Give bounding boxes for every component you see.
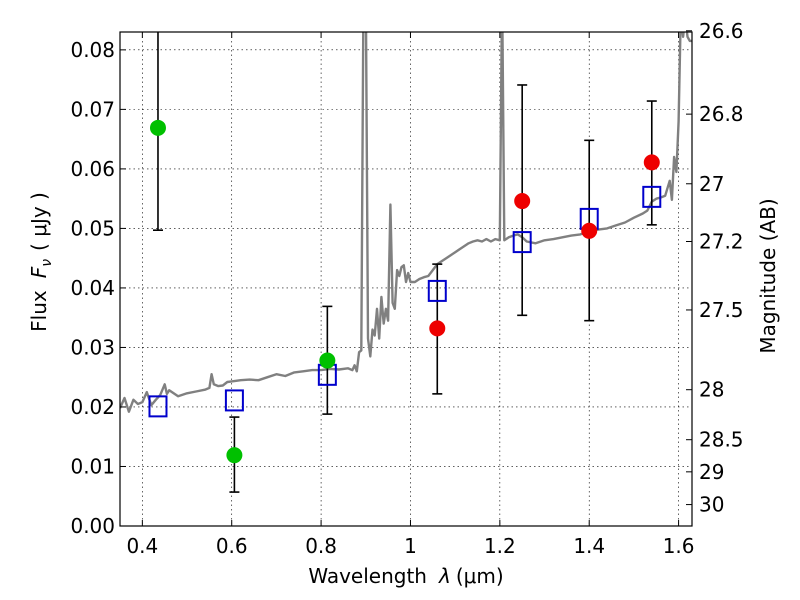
- observed-flux-point: [514, 193, 531, 210]
- model-flux-square: [224, 389, 244, 412]
- y-tick-label: 0.05: [70, 216, 115, 240]
- y-tick-label: 0.06: [70, 157, 115, 181]
- right-tick-label: 29: [699, 460, 724, 484]
- y-tick-label: 0.01: [70, 454, 115, 478]
- right-tick-label: 30: [699, 493, 724, 517]
- x-tick-label: 1.6: [663, 534, 695, 558]
- observed-flux-point: [643, 154, 660, 171]
- y-tick-label: 0.04: [70, 276, 115, 300]
- plot-frame: [119, 31, 693, 527]
- observed-flux-point: [581, 222, 598, 239]
- model-flux-square: [148, 395, 168, 418]
- right-tick-label: 28: [699, 378, 724, 402]
- right-tick-label: 28.5: [699, 428, 744, 452]
- right-tick-label: 26.6: [699, 19, 744, 43]
- observed-flux-point: [226, 447, 243, 464]
- x-axis-label: Wavelength λ (μm): [308, 564, 503, 588]
- model-flux-square: [512, 231, 532, 254]
- model-flux-square: [427, 279, 447, 302]
- data-markers: [148, 119, 662, 464]
- y-tick-label: 0.00: [70, 514, 115, 538]
- y-tick-label: 0.03: [70, 335, 115, 359]
- right-tick-label: 27.5: [699, 298, 744, 322]
- x-tick-label: 0.4: [126, 534, 158, 558]
- model-flux-square: [642, 185, 662, 208]
- x-tick-label: 1.4: [573, 534, 605, 558]
- right-tick-label: 27.2: [699, 230, 744, 254]
- y-tick-label: 0.07: [70, 97, 115, 121]
- observed-flux-point: [149, 119, 166, 136]
- right-axis-label: Magnitude (AB): [756, 198, 780, 353]
- observed-flux-point: [429, 320, 446, 337]
- y-tick-label: 0.08: [70, 38, 115, 62]
- y-tick-label: 0.02: [70, 395, 115, 419]
- spectrum-line: [120, 32, 692, 413]
- y-axis-label: FluxFν( μJy ): [27, 192, 55, 332]
- right-tick-label: 27: [699, 172, 724, 196]
- x-tick-label: 0.6: [216, 534, 248, 558]
- x-tick-label: 0.8: [305, 534, 337, 558]
- x-tick-label: 1: [404, 534, 417, 558]
- observed-flux-point: [319, 352, 336, 369]
- model-spectrum: [120, 32, 692, 413]
- right-tick-label: 26.8: [699, 102, 744, 126]
- x-tick-label: 1.2: [484, 534, 516, 558]
- axis-ticks: 0.4 0.6 0.8 1 1.2 1.4 1.6 0.00 0.01 0.02 0.03 0.04 0…: [70, 19, 743, 558]
